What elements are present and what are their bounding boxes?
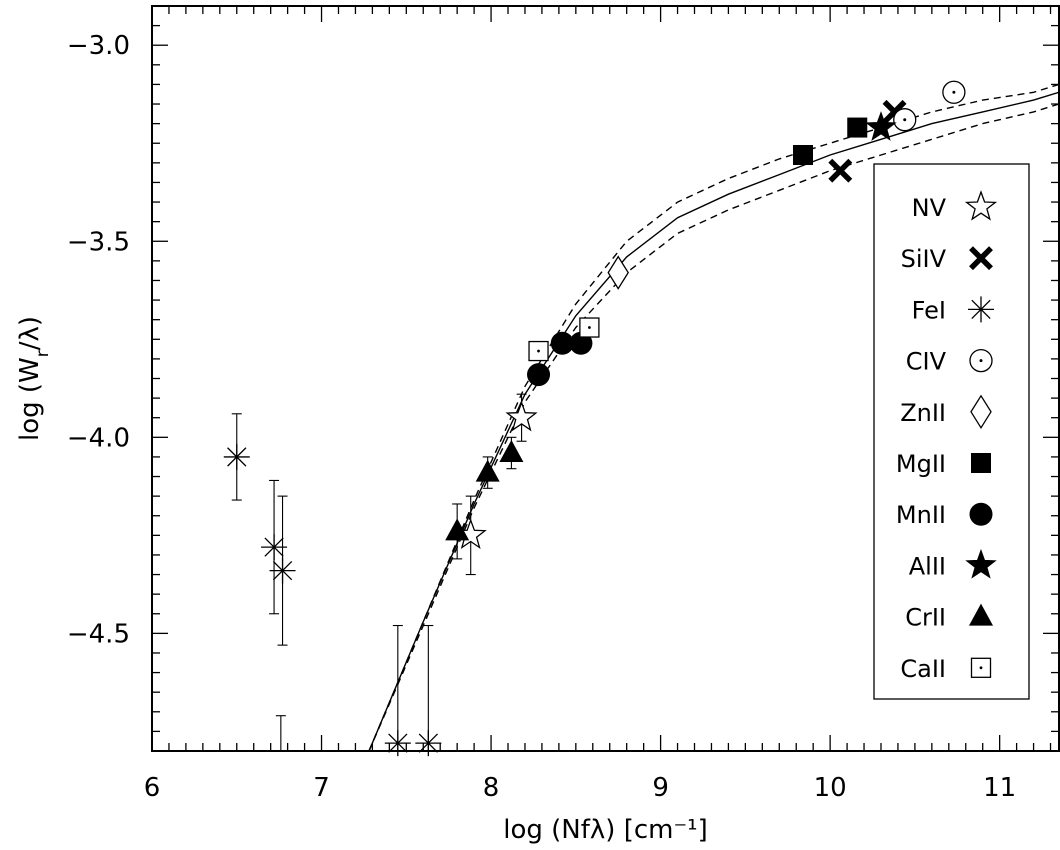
legend-marker-civ bbox=[969, 348, 993, 373]
x-tick-label: 6 bbox=[144, 773, 161, 803]
legend-label-caii: CaII bbox=[900, 655, 946, 683]
point-crii bbox=[499, 440, 524, 462]
asterisk-stroke bbox=[971, 299, 991, 320]
x-tick-label: 8 bbox=[483, 773, 500, 803]
legend-marker-crii bbox=[969, 603, 993, 626]
point-fei bbox=[223, 443, 250, 470]
point-civ bbox=[942, 80, 966, 104]
diamond-shape bbox=[970, 394, 992, 430]
legend-marker-mnii bbox=[969, 502, 993, 526]
legend-marker-nv bbox=[964, 190, 998, 221]
asterisk-stroke bbox=[227, 447, 247, 467]
center-dot bbox=[979, 359, 983, 363]
center-dot bbox=[587, 326, 591, 329]
point-fei bbox=[261, 534, 288, 561]
square-shape bbox=[793, 145, 814, 165]
legend-label-alii: AlII bbox=[909, 552, 946, 580]
star-shape bbox=[965, 548, 997, 579]
x-tick-label: 11 bbox=[983, 773, 1016, 803]
diamond-shape bbox=[607, 255, 629, 290]
legend: NV SiIV FeI CIV ZnII MgII MnII AlII CrII CaII bbox=[873, 163, 1030, 700]
point-fei bbox=[269, 557, 296, 584]
point-caii bbox=[528, 340, 549, 362]
triangle-shape bbox=[969, 603, 993, 626]
circle-shape bbox=[550, 331, 574, 355]
legend-label-fei: FeI bbox=[912, 296, 946, 324]
legend-box bbox=[873, 163, 1030, 700]
y-tick-label: −4.0 bbox=[67, 423, 130, 453]
legend-label-civ: CIV bbox=[906, 348, 947, 376]
asterisk-stroke bbox=[272, 560, 293, 581]
x-tick-label: 7 bbox=[313, 773, 330, 803]
point-mnii bbox=[550, 331, 574, 355]
fit-curve-dashed bbox=[368, 83, 1059, 751]
center-dot bbox=[979, 666, 983, 670]
star-shape bbox=[964, 190, 998, 221]
asterisk-stroke bbox=[264, 537, 284, 557]
legend-label-mnii: MnII bbox=[896, 501, 946, 529]
point-civ bbox=[893, 108, 917, 132]
triangle-shape bbox=[475, 459, 500, 482]
asterisk-stroke bbox=[388, 733, 408, 753]
y-tick-label: −3.5 bbox=[67, 227, 130, 257]
errorbar-extra bbox=[275, 715, 286, 751]
legend-label-nv: NV bbox=[912, 194, 947, 222]
cross-shape bbox=[828, 158, 853, 183]
legend-marker-caii bbox=[970, 657, 992, 678]
legend-marker-mgii bbox=[971, 453, 991, 473]
point-znii bbox=[607, 255, 629, 290]
center-dot bbox=[537, 349, 540, 353]
y-tick-label: −3.0 bbox=[67, 31, 130, 61]
triangle-shape bbox=[499, 440, 524, 462]
legend-marker-znii bbox=[970, 394, 992, 430]
y-tick-label: −4.5 bbox=[67, 619, 130, 649]
x-axis-label: log (Nfλ) [cm⁻¹] bbox=[503, 815, 708, 845]
point-mgii bbox=[847, 117, 868, 138]
asterisk-stroke bbox=[418, 733, 438, 753]
star-shape bbox=[865, 111, 897, 141]
legend-label-mgii: MgII bbox=[896, 450, 946, 478]
legend-marker-siiv bbox=[969, 246, 993, 271]
circle-shape bbox=[527, 363, 551, 387]
point-fei bbox=[384, 730, 411, 757]
square-shape bbox=[971, 453, 991, 473]
center-dot bbox=[952, 90, 956, 94]
point-mnii bbox=[527, 363, 551, 387]
point-nv bbox=[505, 400, 538, 432]
point-mgii bbox=[793, 145, 814, 165]
legend-marker-fei bbox=[968, 296, 994, 323]
legend-marker-alii bbox=[965, 548, 997, 579]
data-points bbox=[223, 80, 966, 757]
center-dot bbox=[903, 118, 907, 122]
x-tick-label: 10 bbox=[814, 773, 847, 803]
cross-shape bbox=[969, 246, 993, 271]
point-fei bbox=[415, 730, 442, 757]
point-crii bbox=[445, 518, 470, 541]
x-tick-label: 9 bbox=[652, 773, 669, 803]
legend-label-crii: CrII bbox=[905, 604, 946, 632]
square-shape bbox=[847, 117, 868, 138]
axes: 6 7 8 9 10 11 −3.0 −3.5 −4.0 −4.5 bbox=[67, 5, 1060, 803]
y-axis-label: log (Wr/λ) bbox=[15, 316, 53, 441]
point-alii bbox=[865, 111, 897, 141]
point-crii bbox=[475, 459, 500, 482]
legend-label-znii: ZnII bbox=[900, 399, 946, 427]
triangle-shape bbox=[445, 518, 470, 541]
point-siiv bbox=[828, 158, 853, 183]
star-shape bbox=[505, 400, 538, 432]
circle-shape bbox=[969, 502, 993, 526]
point-caii bbox=[579, 317, 600, 338]
legend-label-siiv: SiIV bbox=[901, 245, 947, 273]
